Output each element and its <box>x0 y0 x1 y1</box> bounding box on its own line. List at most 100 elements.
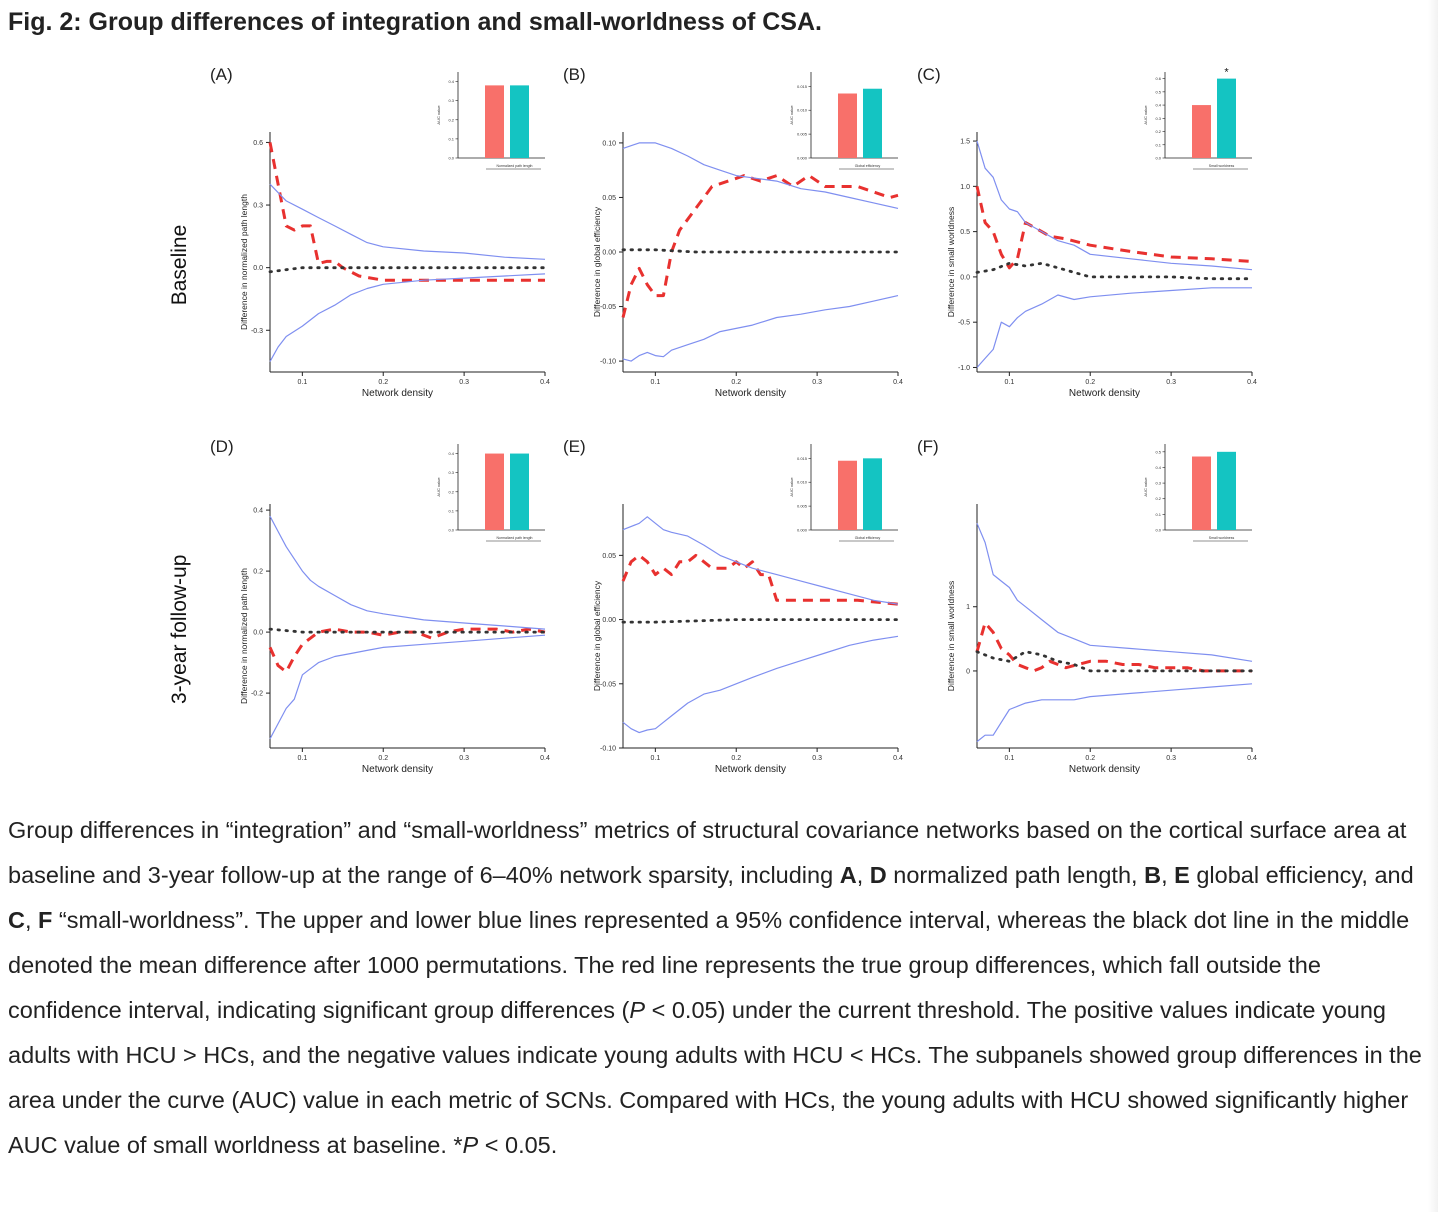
scroll-edge-shade <box>1428 0 1438 1212</box>
y-tick-label: 0.0 <box>960 274 970 281</box>
upper-ci-line <box>269 515 546 630</box>
lower-ci-line <box>269 273 546 362</box>
x-axis-label: Network density <box>1069 764 1140 775</box>
x-tick-label: 0.1 <box>1004 379 1014 386</box>
inset-y-tick-label: 0.0 <box>448 528 454 533</box>
y-tick-label: -0.05 <box>600 304 616 311</box>
y-tick-label: 0.0 <box>253 630 263 637</box>
inset-y-tick-label: 0.3 <box>448 98 454 103</box>
y-axis-label: Difference in small worldness <box>946 207 956 317</box>
inset-y-label: AUC value <box>1143 477 1148 497</box>
caption-text: global efficiency, and <box>1189 862 1414 888</box>
inset-y-tick-label: 0.1 <box>1155 142 1161 147</box>
caption-text: < 0.05) under the current threshold. The… <box>8 997 1422 1158</box>
inset-y-tick-label: 0.3 <box>1155 481 1161 486</box>
inset-bar-hcu <box>838 93 857 158</box>
inset-y-tick-label: 0.015 <box>797 456 808 461</box>
caption-italic: P <box>462 1132 479 1158</box>
inset-y-tick-label: 0.3 <box>448 470 454 475</box>
x-tick-label: 0.2 <box>731 379 741 386</box>
panel-label: (D) <box>210 437 234 456</box>
panel-label: (B) <box>563 65 586 84</box>
y-axis-label: Difference in global efficiency <box>592 580 602 691</box>
inset-y-tick-label: 0.1 <box>448 508 454 513</box>
inset-y-tick-label: 0.5 <box>1155 449 1161 454</box>
upper-ci-line <box>269 183 546 260</box>
caption-text: < 0.05. <box>478 1132 558 1158</box>
panel-label: (E) <box>563 437 586 456</box>
inset-y-tick-label: 0.010 <box>797 480 808 485</box>
y-axis-label: Difference in normalized path length <box>239 194 249 330</box>
true-difference-line <box>621 174 899 318</box>
true-difference-line <box>268 142 545 282</box>
row-label-baseline: Baseline <box>168 224 191 306</box>
caption-label: E <box>1174 862 1190 888</box>
inset-y-tick-label: 0.0 <box>1155 156 1161 161</box>
x-tick-label: 0.3 <box>812 379 822 386</box>
y-tick-label: 0.2 <box>253 569 263 576</box>
inset-y-label: AUC value <box>436 105 441 125</box>
y-tick-label: 0.5 <box>960 229 970 236</box>
inset-bar-hcu <box>1192 456 1211 530</box>
y-tick-label: 0.00 <box>602 617 616 624</box>
inset-y-tick-label: 0.4 <box>448 79 454 84</box>
inset-y-tick-label: 0.015 <box>797 84 808 89</box>
inset-x-label: Global efficiency <box>855 164 881 168</box>
y-axis-label: Difference in normalized path length <box>239 568 249 704</box>
inset-y-tick-label: 0.2 <box>1155 496 1161 501</box>
lower-ci-line <box>976 683 1253 743</box>
y-tick-label: 0.4 <box>253 508 263 515</box>
inset-y-label: AUC value <box>1143 105 1148 125</box>
x-tick-label: 0.3 <box>459 379 469 386</box>
y-axis-label: Difference in global efficiency <box>592 206 602 317</box>
inset-y-tick-label: 0.1 <box>448 136 454 141</box>
x-tick-label: 0.3 <box>1166 379 1176 386</box>
x-axis-label: Network density <box>1069 388 1140 399</box>
y-tick-label: -0.10 <box>600 746 616 753</box>
figure-panels: Baseline 3-year follow-up (A) -0.3 0.0 0.3 0… <box>168 65 1257 775</box>
permutation-mean-line <box>975 261 1254 281</box>
panel-label: (A) <box>210 65 233 84</box>
lower-ci-line <box>269 634 546 740</box>
upper-ci-line <box>976 523 1253 662</box>
x-tick-label: 0.1 <box>297 379 307 386</box>
inset-y-tick-label: 0.4 <box>1155 465 1161 470</box>
y-tick-label: 0.3 <box>253 203 263 210</box>
x-tick-label: 0.4 <box>893 379 903 386</box>
x-tick-label: 0.4 <box>540 379 550 386</box>
y-tick-label: -0.5 <box>958 320 970 327</box>
y-tick-label: 1.5 <box>960 139 970 146</box>
x-tick-label: 0.3 <box>459 755 469 762</box>
inset-y-tick-label: 0.000 <box>797 156 808 161</box>
x-tick-label: 0.4 <box>1247 379 1257 386</box>
inset-y-tick-label: 0.0 <box>448 156 454 161</box>
inset-bar-hc <box>863 458 882 530</box>
upper-ci-line <box>622 142 899 209</box>
inset-bar-hcu <box>838 460 857 530</box>
true-difference-line <box>268 627 546 674</box>
permutation-mean-line <box>268 266 547 274</box>
significance-star: * <box>1224 67 1229 79</box>
panel-d-normalized-path-length-followup: (D) -0.2 0.0 0.2 0.4 0.1 0.2 0.3 0.4 Network dens… <box>210 437 550 775</box>
inset-y-tick-label: 0.005 <box>797 132 808 137</box>
figure-caption: Group differences in “integration” and “… <box>8 808 1433 1168</box>
caption-label: B <box>1144 862 1162 888</box>
panel-c-small-worldness-baseline: (C) -1.0 -0.5 0.0 0.5 1.0 1.5 0.1 0.2 0.3 0.4 Netwo… <box>917 65 1257 399</box>
panel-label: (F) <box>917 437 939 456</box>
inset-bar-hcu <box>1192 105 1211 158</box>
inset-y-tick-label: 0.4 <box>448 451 454 456</box>
caption-label: F <box>38 907 53 933</box>
x-tick-label: 0.4 <box>1247 755 1257 762</box>
inset-y-label: AUC value <box>436 477 441 497</box>
y-axis-label: Difference in small worldness <box>946 581 956 691</box>
panel-label: (C) <box>917 65 941 84</box>
panel-f-small-worldness-followup: (F) 0 1 0.1 0.2 0.3 0.4 Network density Differen… <box>917 437 1257 775</box>
y-tick-label: 0.05 <box>602 553 616 560</box>
inset-bar-hc <box>863 88 882 158</box>
x-tick-label: 0.1 <box>297 755 307 762</box>
x-tick-label: 0.3 <box>812 755 822 762</box>
x-tick-label: 0.2 <box>731 755 741 762</box>
y-tick-label: -0.05 <box>600 681 616 688</box>
inset-y-tick-label: 0.2 <box>1155 129 1161 134</box>
x-tick-label: 0.1 <box>650 379 660 386</box>
